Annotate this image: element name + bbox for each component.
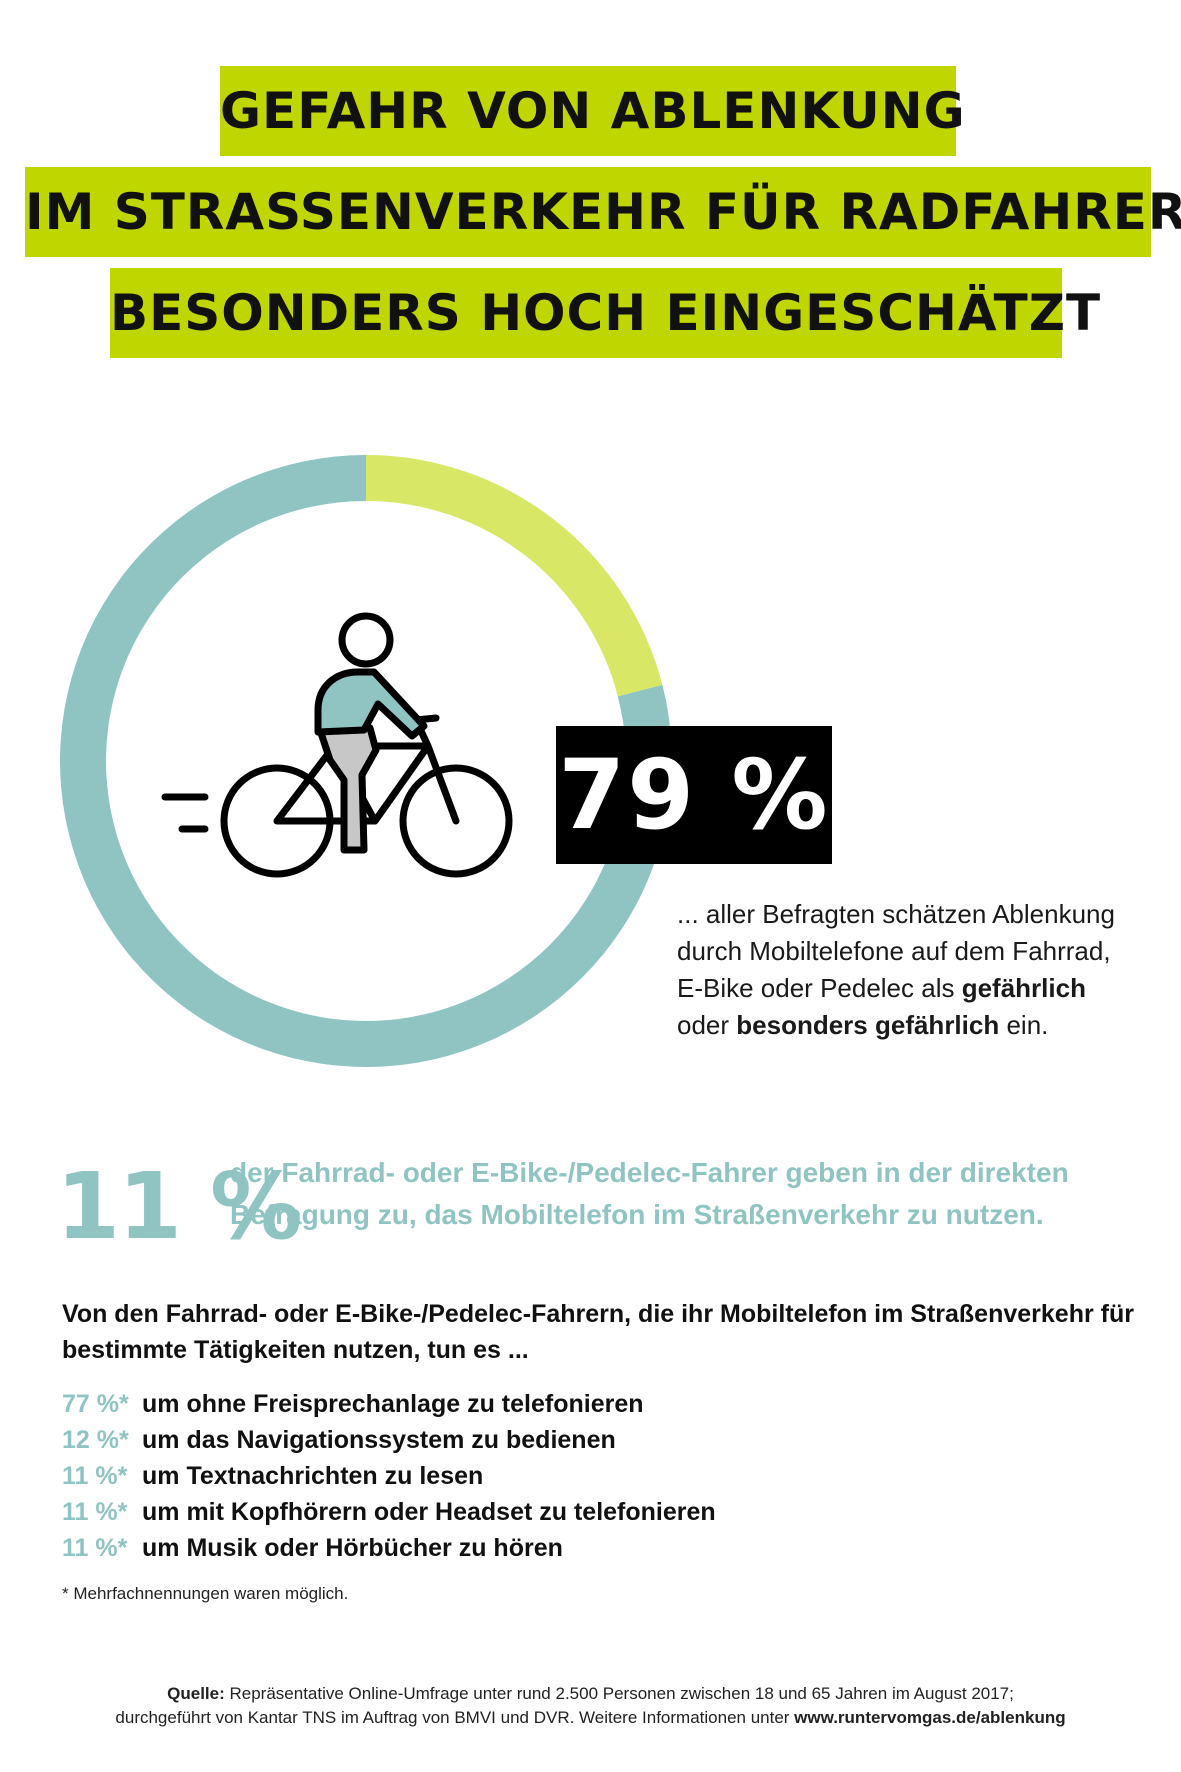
activity-percentage: 11 %* — [62, 1534, 128, 1562]
source-link[interactable]: www.runtervomgas.de/ablenkung — [794, 1708, 1066, 1727]
speed-lines — [161, 793, 209, 833]
activities-list: 77 %* um ohne Freisprechanlage zu telefon… — [62, 1386, 1152, 1566]
activity-percentage: 77 %* — [62, 1390, 129, 1418]
activities-intro: Von den Fahrrad- oder E-Bike-/Pedelec-Fa… — [62, 1300, 1134, 1364]
donut-slice-1 — [366, 455, 663, 697]
big-percentage: 79 % — [556, 726, 832, 864]
title-line-3: BESONDERS HOCH EINGESCHÄTZT — [110, 268, 1100, 358]
stat-11-text: der Fahrrad- oder E-Bike-/Pedelec-Fahrer… — [230, 1157, 1069, 1230]
activity-row: 12 %* um das Navigationssystem zu bediene… — [62, 1422, 1152, 1458]
activity-label: um Musik oder Hörbücher zu hören — [142, 1534, 563, 1562]
donut-description: ... aller Befragten schätzen Ablenkung d… — [677, 899, 1115, 1040]
cyclist-icon — [161, 612, 513, 878]
front-wheel — [399, 764, 513, 878]
rider-leg — [316, 724, 380, 854]
activity-row: 77 %* um ohne Freisprechanlage zu telefon… — [62, 1386, 1152, 1422]
title-line-1: GEFAHR VON ABLENKUNG — [220, 66, 965, 156]
title-line-2: IM STRASSENVERKEHR FÜR RADFAHRER — [25, 167, 1181, 257]
activity-label: um mit Kopfhörern oder Headset zu telefo… — [142, 1498, 716, 1526]
activity-row: 11 %* um Musik oder Hörbücher zu hören — [62, 1530, 1152, 1566]
rider-head — [338, 612, 394, 668]
rider-torso — [314, 668, 428, 740]
activity-label: um Textnachrichten zu lesen — [142, 1462, 484, 1490]
stat-11-value: 11 % — [56, 1153, 302, 1260]
source-note: Quelle: Repräsentative Online-Umfrage un… — [115, 1684, 1066, 1727]
activity-label: um ohne Freisprechanlage zu telefonieren — [142, 1390, 644, 1418]
footnote: * Mehrfachnennungen waren möglich. — [62, 1584, 349, 1603]
activity-row: 11 %* um mit Kopfhörern oder Headset zu t… — [62, 1494, 1152, 1530]
activity-percentage: 12 %* — [62, 1426, 129, 1454]
bike-frame — [273, 714, 460, 825]
activity-row: 11 %* um Textnachrichten zu lesen — [62, 1458, 1152, 1494]
activity-percentage: 11 %* — [62, 1498, 128, 1526]
activity-label: um das Navigationssystem zu bedienen — [142, 1426, 616, 1454]
donut-chart — [60, 455, 672, 1067]
activity-percentage: 11 %* — [62, 1462, 128, 1490]
